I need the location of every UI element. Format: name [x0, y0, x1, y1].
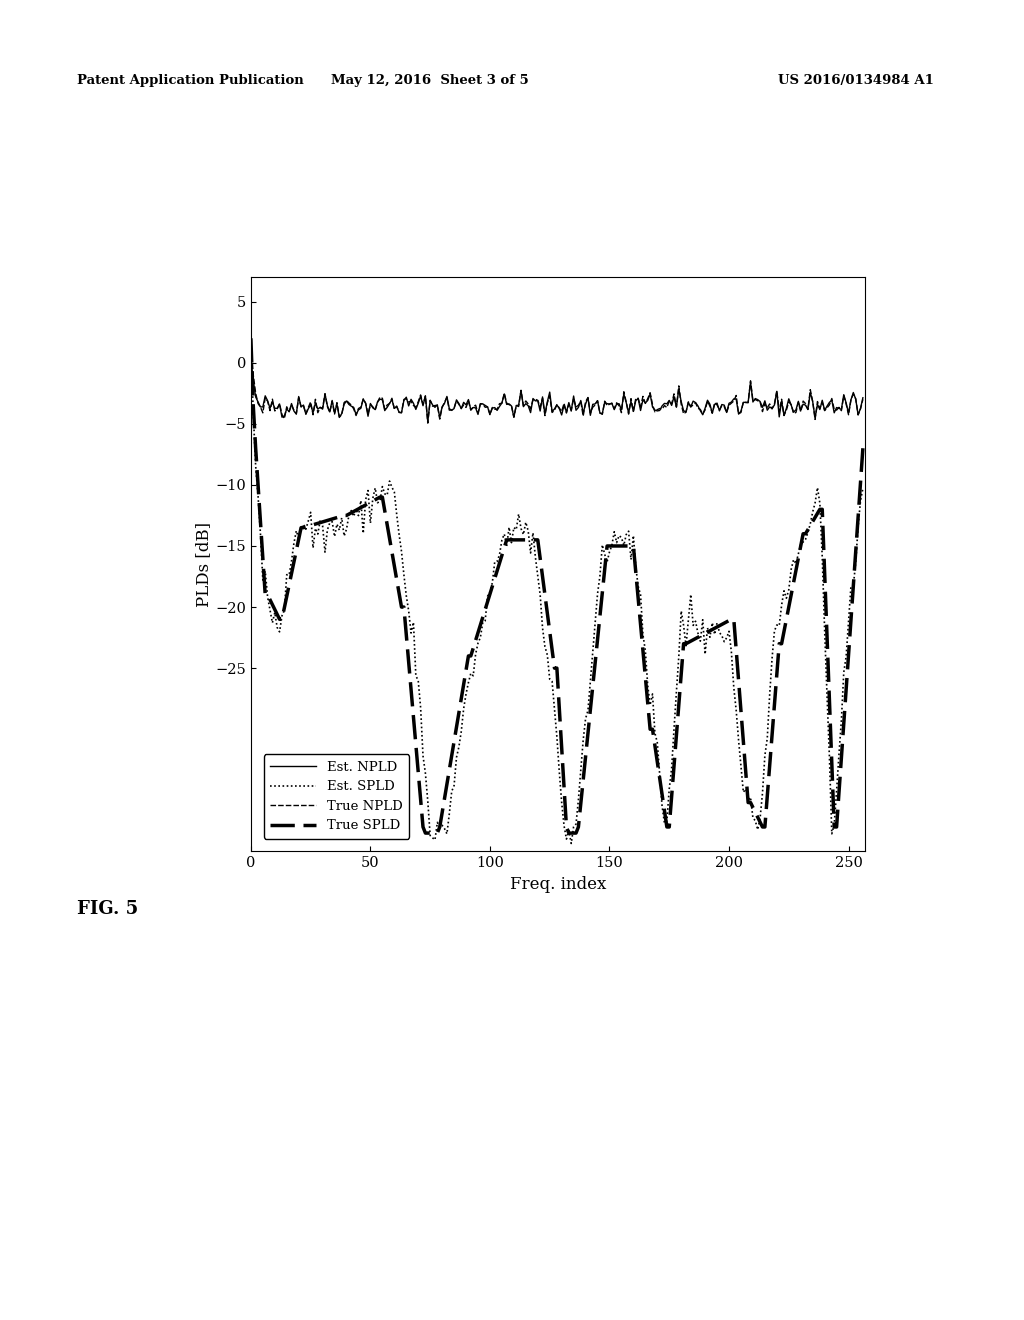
X-axis label: Freq. index: Freq. index — [510, 875, 606, 892]
Text: FIG. 5: FIG. 5 — [77, 900, 138, 919]
Text: US 2016/0134984 A1: US 2016/0134984 A1 — [778, 74, 934, 87]
Legend: Est. NPLD, Est. SPLD, True NPLD, True SPLD: Est. NPLD, Est. SPLD, True NPLD, True SP… — [263, 754, 410, 840]
Text: Patent Application Publication: Patent Application Publication — [77, 74, 303, 87]
Text: May 12, 2016  Sheet 3 of 5: May 12, 2016 Sheet 3 of 5 — [331, 74, 529, 87]
Y-axis label: PLDs [dB]: PLDs [dB] — [196, 521, 212, 607]
